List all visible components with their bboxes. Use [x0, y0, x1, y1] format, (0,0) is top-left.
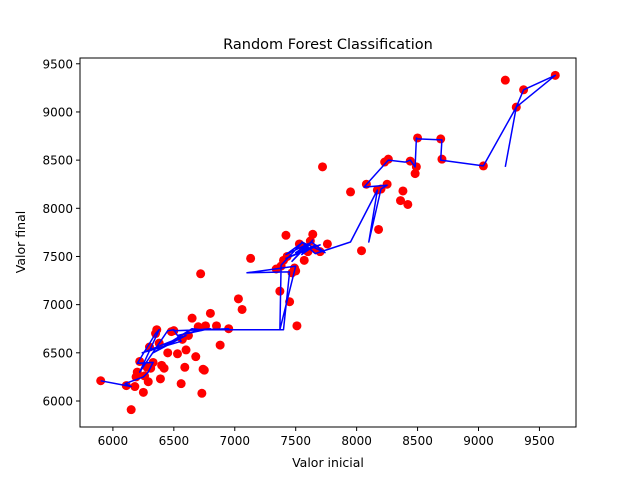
actual-point	[172, 349, 182, 359]
y-tick-label: 7500	[42, 250, 73, 264]
actual-point	[205, 308, 215, 318]
actual-point	[199, 365, 209, 375]
actual-point	[396, 196, 406, 206]
actual-point	[398, 186, 408, 196]
actual-point	[233, 294, 243, 304]
actual-point	[281, 230, 291, 240]
prediction-line	[100, 74, 557, 388]
x-tick-label: 7000	[219, 434, 250, 448]
actual-point	[181, 345, 191, 355]
actual-point	[322, 239, 332, 249]
actual-point	[292, 321, 302, 331]
axis-ticks: 6000 6500 7000 7500 8000 8500 9000 9500 6000 6500…	[42, 57, 554, 448]
actual-point	[437, 154, 447, 164]
actual-point	[163, 348, 173, 358]
actual-point	[143, 377, 153, 387]
actual-point	[374, 224, 384, 234]
actual-point	[138, 387, 148, 397]
actual-point	[211, 321, 221, 331]
actual-point	[191, 352, 201, 362]
y-tick-label: 9000	[42, 105, 73, 119]
actual-point	[180, 362, 190, 372]
x-tick-label: 8500	[402, 434, 433, 448]
plot-area	[96, 70, 560, 415]
x-tick-label: 8000	[341, 434, 372, 448]
actual-point	[130, 382, 140, 392]
y-tick-label: 8000	[42, 202, 73, 216]
x-tick-label: 6000	[98, 434, 129, 448]
x-tick-label: 9000	[463, 434, 494, 448]
actual-point	[436, 134, 446, 144]
actual-point	[126, 405, 136, 415]
y-tick-label: 9500	[42, 57, 73, 71]
actual-point	[132, 367, 142, 377]
actual-point	[237, 304, 247, 314]
y-tick-label: 6500	[42, 346, 73, 360]
actual-point	[357, 246, 367, 256]
y-tick-label: 7000	[42, 298, 73, 312]
actual-point	[215, 340, 225, 350]
y-axis-label: Valor final	[13, 211, 28, 273]
x-tick-label: 6500	[159, 434, 190, 448]
actual-point	[410, 169, 420, 179]
actual-point	[282, 251, 292, 261]
x-tick-label: 7500	[280, 434, 311, 448]
actual-point	[246, 253, 256, 263]
actual-point	[152, 325, 162, 335]
actual-point	[159, 363, 169, 373]
x-tick-label: 9500	[524, 434, 555, 448]
actual-point	[155, 374, 165, 384]
y-tick-label: 8500	[42, 154, 73, 168]
chart-title: Random Forest Classification	[223, 37, 433, 53]
actual-point	[383, 154, 393, 164]
actual-point	[318, 162, 328, 172]
actual-point	[196, 269, 206, 279]
actual-point	[201, 321, 211, 331]
actual-point	[346, 187, 356, 197]
actual-point	[176, 379, 186, 389]
actual-point	[197, 388, 207, 398]
plot-frame	[79, 57, 577, 428]
actual-point	[500, 75, 510, 85]
actual-point	[403, 199, 413, 209]
x-axis-label: Valor inicial	[292, 455, 364, 470]
actual-point	[299, 255, 309, 265]
actual-point	[275, 286, 285, 296]
y-tick-label: 6000	[42, 394, 73, 408]
actual-point	[187, 313, 197, 323]
actual-point	[308, 229, 318, 239]
